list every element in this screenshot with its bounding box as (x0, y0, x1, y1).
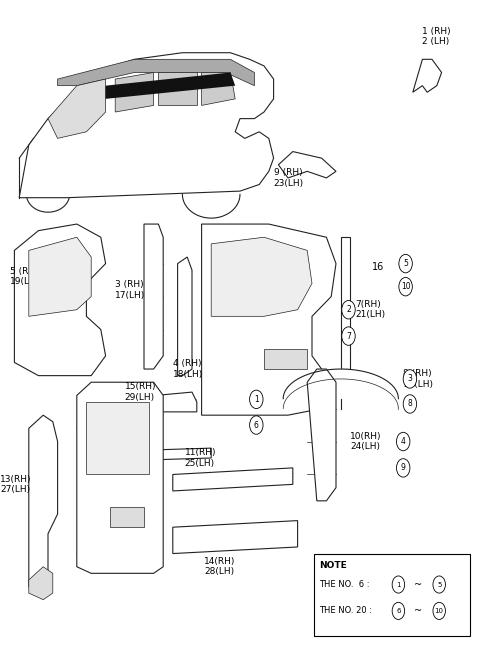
Text: 10(RH)
24(LH): 10(RH) 24(LH) (350, 432, 382, 451)
Circle shape (396, 459, 410, 477)
Text: 4: 4 (401, 437, 406, 446)
Text: 1: 1 (254, 395, 259, 404)
Polygon shape (29, 237, 91, 316)
Circle shape (403, 395, 417, 413)
Polygon shape (173, 521, 298, 554)
Circle shape (433, 576, 445, 593)
Text: 12(RH)
26(LH): 12(RH) 26(LH) (103, 432, 134, 451)
Polygon shape (307, 369, 336, 501)
Polygon shape (144, 224, 163, 369)
Polygon shape (86, 402, 149, 474)
Polygon shape (115, 72, 154, 112)
Text: THE NO.  6 :: THE NO. 6 : (319, 580, 370, 589)
Text: 13(RH)
27(LH): 13(RH) 27(LH) (0, 474, 32, 494)
Polygon shape (29, 415, 58, 593)
Text: 1: 1 (396, 581, 401, 588)
Circle shape (433, 602, 445, 619)
Text: ~: ~ (415, 579, 422, 590)
Text: 16: 16 (372, 262, 384, 272)
Polygon shape (120, 392, 197, 412)
Circle shape (399, 254, 412, 273)
Polygon shape (110, 507, 144, 527)
Text: 5: 5 (403, 259, 408, 268)
Circle shape (342, 327, 355, 345)
Text: 11(RH)
25(LH): 11(RH) 25(LH) (185, 448, 216, 468)
Text: 10: 10 (435, 608, 444, 614)
Polygon shape (106, 72, 235, 99)
Text: 8: 8 (408, 399, 412, 409)
Polygon shape (19, 53, 274, 198)
Text: 8 (RH)
22(LH): 8 (RH) 22(LH) (403, 369, 433, 389)
Circle shape (342, 301, 355, 319)
Polygon shape (278, 152, 336, 178)
Circle shape (392, 576, 405, 593)
Text: ~: ~ (415, 606, 422, 616)
Text: 1 (RH)
2 (LH): 1 (RH) 2 (LH) (422, 26, 451, 46)
Polygon shape (29, 567, 53, 600)
Circle shape (399, 277, 412, 296)
Text: 14(RH)
28(LH): 14(RH) 28(LH) (204, 557, 235, 577)
Polygon shape (202, 72, 235, 105)
Text: 10: 10 (401, 282, 410, 291)
Polygon shape (202, 224, 336, 415)
Circle shape (250, 390, 263, 409)
Circle shape (396, 432, 410, 451)
Polygon shape (158, 72, 197, 105)
Text: 3: 3 (408, 374, 412, 384)
Text: 5: 5 (437, 581, 442, 588)
Circle shape (392, 602, 405, 619)
Text: 4 (RH)
18(LH): 4 (RH) 18(LH) (173, 359, 203, 379)
Polygon shape (48, 79, 106, 138)
Circle shape (250, 416, 263, 434)
Text: 6: 6 (396, 608, 401, 614)
Text: 3 (RH)
17(LH): 3 (RH) 17(LH) (115, 280, 145, 300)
Polygon shape (264, 349, 307, 369)
Text: 6: 6 (254, 420, 259, 430)
Polygon shape (211, 237, 312, 316)
Text: THE NO. 20 :: THE NO. 20 : (319, 606, 372, 616)
Polygon shape (178, 257, 192, 376)
Text: 7: 7 (346, 331, 351, 341)
Polygon shape (106, 448, 211, 461)
Circle shape (403, 370, 417, 388)
Polygon shape (341, 237, 350, 369)
Text: 15(RH)
29(LH): 15(RH) 29(LH) (125, 382, 156, 402)
Text: 9 (RH)
23(LH): 9 (RH) 23(LH) (274, 168, 304, 188)
Text: 7(RH)
21(LH): 7(RH) 21(LH) (355, 300, 385, 320)
Polygon shape (14, 224, 106, 376)
Text: 9: 9 (401, 463, 406, 473)
Text: NOTE: NOTE (319, 561, 347, 570)
Text: 2: 2 (346, 305, 351, 314)
Text: 5 (RH)
19(LH): 5 (RH) 19(LH) (10, 267, 40, 287)
Polygon shape (77, 382, 163, 573)
Polygon shape (58, 59, 254, 86)
Polygon shape (413, 59, 442, 92)
FancyBboxPatch shape (314, 554, 470, 636)
Polygon shape (173, 468, 293, 491)
